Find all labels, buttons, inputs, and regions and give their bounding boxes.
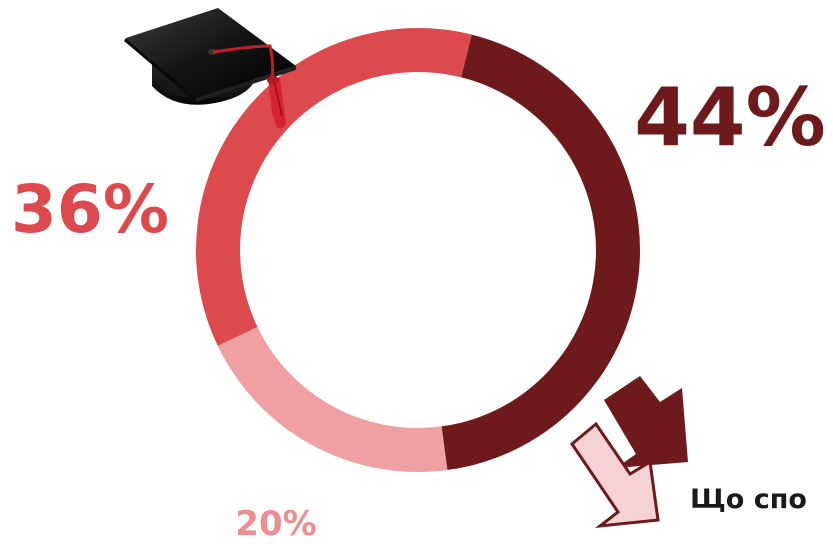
- data-label-44: 44%: [634, 71, 825, 164]
- graduation-cap-icon: [124, 8, 296, 129]
- slice-44: [441, 34, 641, 471]
- slice-36: [195, 28, 472, 346]
- data-label-20: 20%: [235, 504, 316, 544]
- slice-20: [217, 326, 448, 473]
- down-right-arrow-icon: [569, 376, 688, 529]
- donut-slices: [195, 28, 641, 473]
- caption-text: Що спо: [690, 484, 807, 515]
- data-label-36: 36%: [11, 171, 169, 248]
